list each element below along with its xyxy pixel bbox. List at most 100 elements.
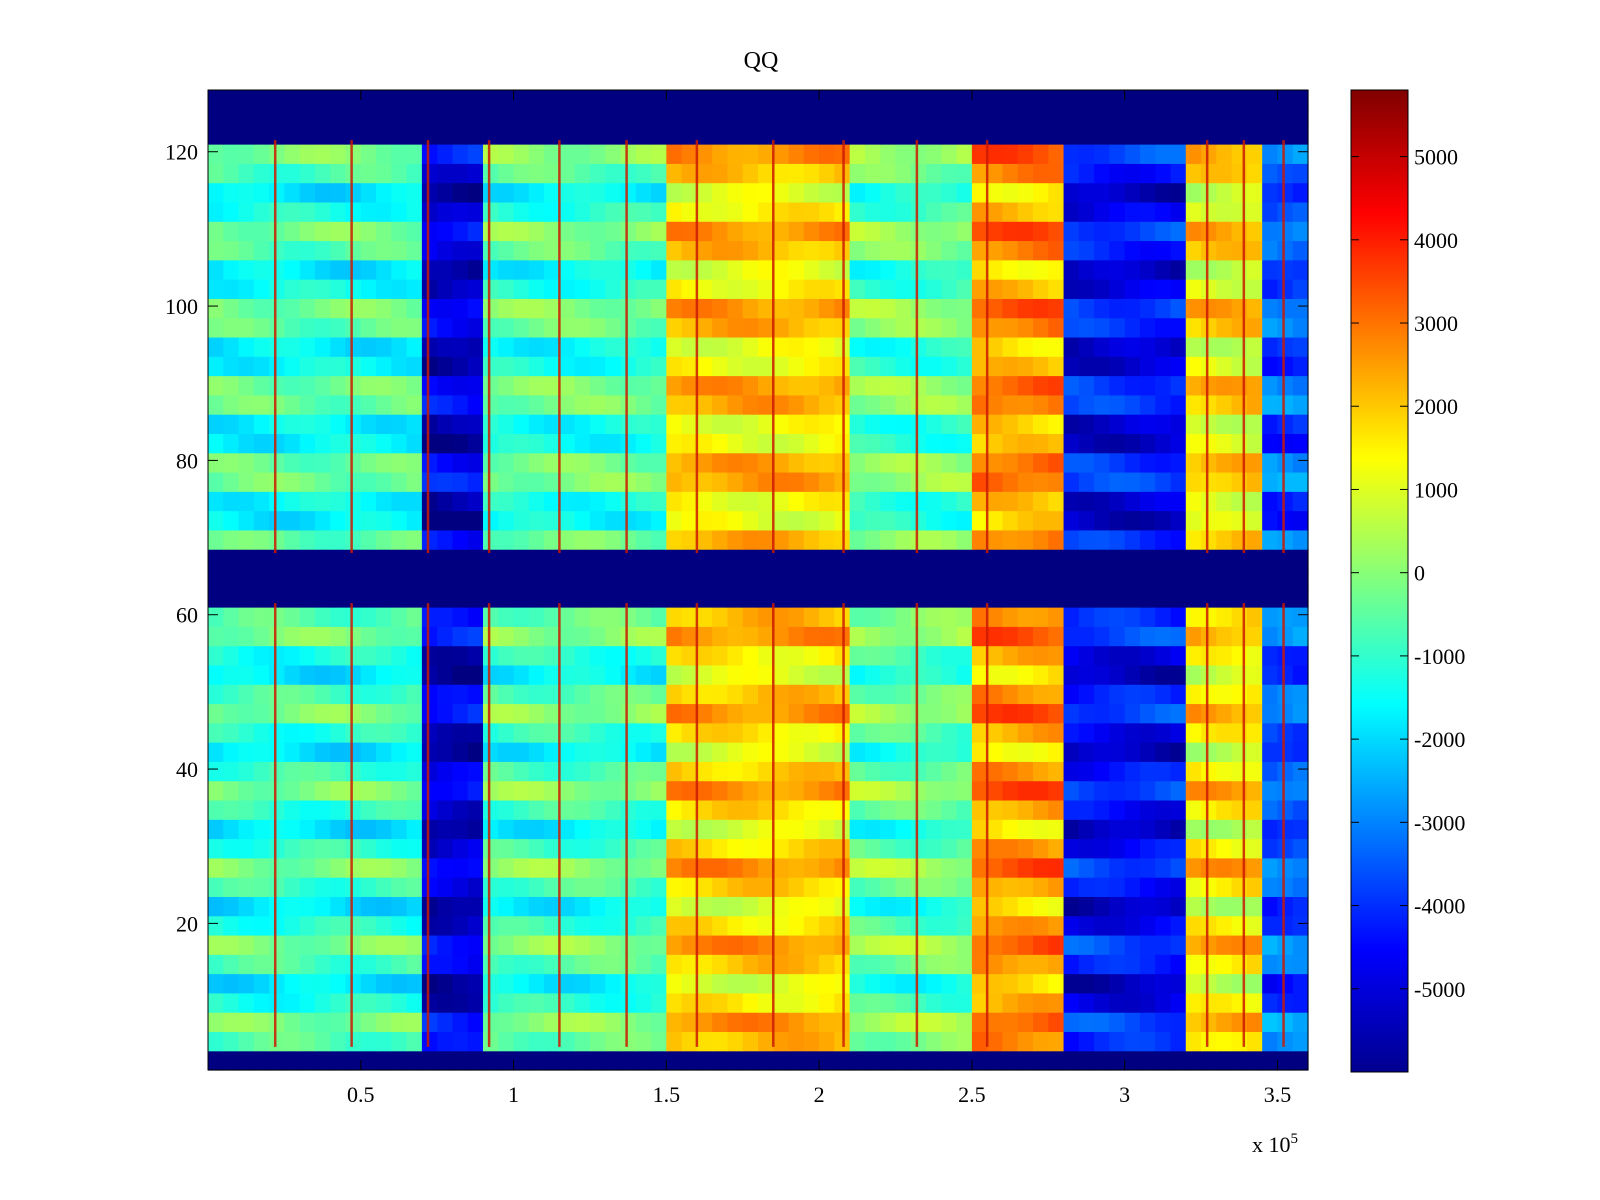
heatmap-cell xyxy=(299,201,316,222)
heatmap-cell xyxy=(406,144,423,164)
heatmap-cell xyxy=(651,1031,667,1052)
heatmap-cell xyxy=(1048,452,1065,473)
x-tick-label: 0.5 xyxy=(347,1082,375,1107)
heatmap-cell xyxy=(1063,394,1080,415)
heatmap-cell xyxy=(589,992,606,1013)
heatmap-cell xyxy=(1078,838,1095,859)
heatmap-cell xyxy=(971,992,988,1013)
heatmap-cell xyxy=(971,105,988,126)
heatmap-cell xyxy=(1063,414,1080,434)
heatmap-cell xyxy=(1139,896,1156,917)
heatmap-cell xyxy=(987,491,1004,512)
heatmap-cell xyxy=(987,626,1004,647)
heatmap-cell xyxy=(1155,819,1172,840)
heatmap-cell xyxy=(314,182,331,203)
heatmap-cell xyxy=(452,221,469,242)
heatmap-cell xyxy=(1262,587,1279,608)
heatmap-cell xyxy=(1109,607,1126,627)
heatmap-cell xyxy=(223,317,240,338)
heatmap-cell xyxy=(1246,780,1263,801)
heatmap-cell xyxy=(651,1050,667,1071)
heatmap-cell xyxy=(834,90,851,107)
heatmap-cell xyxy=(895,298,912,319)
heatmap-cell xyxy=(1201,838,1217,859)
heatmap-cell xyxy=(956,452,973,473)
heatmap-cell xyxy=(819,144,835,164)
heatmap-cell xyxy=(574,954,591,975)
heatmap-cell xyxy=(314,934,331,955)
heatmap-cell xyxy=(528,414,545,434)
heatmap-cell xyxy=(1124,684,1141,705)
heatmap-cell xyxy=(391,433,408,454)
heatmap-cell xyxy=(773,954,790,975)
heatmap-cell xyxy=(605,90,622,107)
heatmap-cell xyxy=(406,394,423,415)
heatmap-cell xyxy=(452,298,469,319)
heatmap-cell xyxy=(223,182,240,203)
heatmap-cell xyxy=(1170,471,1187,492)
heatmap-cell xyxy=(620,819,637,840)
heatmap-cell xyxy=(253,915,270,936)
heatmap-cell xyxy=(880,568,897,589)
heatmap-cell xyxy=(956,356,973,377)
heatmap-cell xyxy=(1033,221,1049,242)
heatmap-cell xyxy=(437,838,454,859)
heatmap-cell xyxy=(483,259,499,280)
heatmap-cell xyxy=(926,1031,942,1052)
heatmap-cell xyxy=(1078,587,1095,608)
heatmap-cell xyxy=(589,819,606,840)
heatmap-cell xyxy=(773,394,790,415)
heatmap-cell xyxy=(1124,124,1141,145)
heatmap-cell xyxy=(864,954,881,975)
heatmap-cell xyxy=(498,973,515,994)
heatmap-cell xyxy=(1094,491,1110,512)
heatmap-cell xyxy=(330,90,347,107)
heatmap-cell xyxy=(238,433,255,454)
heatmap-cell xyxy=(330,1031,347,1052)
heatmap-cell xyxy=(498,163,515,184)
heatmap-cell xyxy=(941,163,958,184)
heatmap-cell xyxy=(452,144,469,164)
heatmap-cell xyxy=(758,1012,774,1033)
heatmap-cell xyxy=(1262,394,1279,415)
heatmap-cell xyxy=(314,336,331,357)
heatmap-cell xyxy=(284,992,301,1013)
heatmap-cell xyxy=(1262,1012,1279,1033)
heatmap-cell xyxy=(1216,973,1233,994)
heatmap-cell xyxy=(574,375,591,396)
heatmap-cell xyxy=(1048,1050,1065,1071)
heatmap-cell xyxy=(345,896,362,917)
heatmap-cell xyxy=(1094,626,1110,647)
heatmap-cell xyxy=(253,529,270,550)
heatmap-cell xyxy=(1124,279,1141,299)
heatmap-cell xyxy=(651,761,667,782)
heatmap-cell xyxy=(513,356,530,377)
heatmap-cell xyxy=(1185,491,1202,512)
heatmap-cell xyxy=(299,934,316,955)
heatmap-cell xyxy=(1231,90,1248,107)
heatmap-cell xyxy=(880,433,897,454)
heatmap-cell xyxy=(1063,819,1080,840)
heatmap-cell xyxy=(269,799,285,820)
heatmap-cell xyxy=(483,375,499,396)
heatmap-cell xyxy=(987,317,1004,338)
heatmap-cell xyxy=(819,1012,835,1033)
heatmap-cell xyxy=(742,780,759,801)
heatmap-cell xyxy=(635,780,652,801)
heatmap-cell xyxy=(666,1031,683,1052)
heatmap-cell xyxy=(1201,973,1217,994)
heatmap-cell xyxy=(1292,529,1309,550)
heatmap-cell xyxy=(1170,742,1187,762)
heatmap-cell xyxy=(223,394,240,415)
heatmap-cell xyxy=(788,1050,805,1071)
heatmap-cell xyxy=(1124,1012,1141,1033)
heatmap-cell xyxy=(1246,915,1263,936)
heatmap-cell xyxy=(1170,182,1187,203)
heatmap-cell xyxy=(528,1031,545,1052)
heatmap-cell xyxy=(314,645,331,666)
heatmap-cell xyxy=(223,433,240,454)
heatmap-cell xyxy=(330,182,347,203)
heatmap-cell xyxy=(574,1031,591,1052)
heatmap-cell xyxy=(758,838,774,859)
heatmap-cell xyxy=(880,645,897,666)
